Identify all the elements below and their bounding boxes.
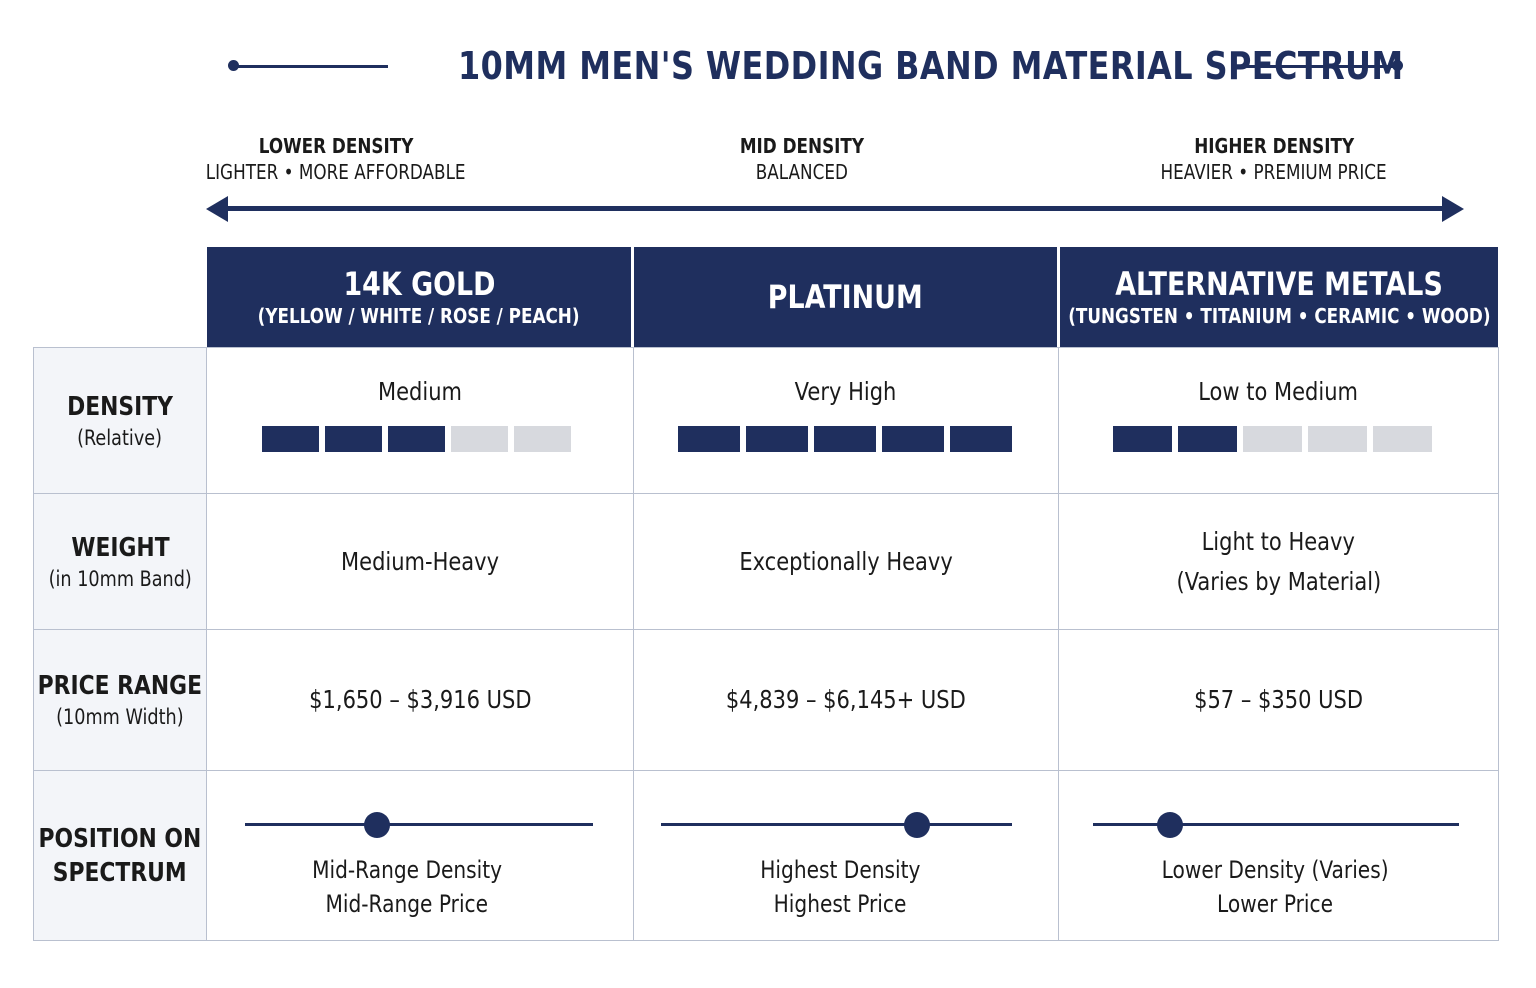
column-alt-name: ALTERNATIVE METALS — [1115, 265, 1443, 303]
density-low-head: LOWER DENSITY — [258, 134, 414, 158]
density-segment — [451, 426, 508, 452]
density-segment — [1373, 426, 1432, 452]
position-cell-gold: Mid-Range Density Mid-Range Price — [206, 770, 634, 941]
position-platinum-line2: Highest Price — [773, 890, 907, 918]
title-right-line — [1238, 65, 1398, 68]
row-header-density: DENSITY (Relative) — [33, 347, 207, 494]
price-cell-alternative: $57 – $350 USD — [1058, 629, 1499, 771]
row-density-sub: (Relative) — [77, 425, 163, 450]
position-gold-knob — [364, 812, 391, 838]
density-platinum-label: Very High — [795, 377, 897, 406]
density-gold-label: Medium — [378, 377, 462, 406]
column-header-gold: 14K GOLD (YELLOW / WHITE / ROSE / PEACH) — [207, 247, 631, 347]
row-price-title: PRICE RANGE — [37, 671, 203, 701]
density-segment — [1113, 426, 1172, 452]
row-header-price: PRICE RANGE (10mm Width) — [33, 629, 207, 771]
density-mid-head: MID DENSITY — [739, 134, 865, 158]
page-title: 10MM MEN'S WEDDING BAND MATERIAL SPECTRU… — [458, 44, 1404, 88]
arrow-right-icon — [1442, 196, 1464, 222]
density-segment — [388, 426, 445, 452]
column-header-alternative: ALTERNATIVE METALS (TUNGSTEN • TITANIUM … — [1060, 247, 1498, 347]
density-segment — [1178, 426, 1237, 452]
price-cell-platinum: $4,839 – $6,145+ USD — [633, 629, 1059, 771]
position-platinum-knob — [904, 812, 931, 838]
density-segment — [882, 426, 944, 452]
weight-alt-line1: Light to Heavy — [1201, 526, 1356, 556]
position-alt-track — [1093, 823, 1459, 826]
title-left-line — [234, 65, 388, 68]
row-header-position: POSITION ON SPECTRUM — [33, 770, 207, 941]
density-alt-label: Low to Medium — [1198, 377, 1359, 406]
position-cell-platinum: Highest Density Highest Price — [633, 770, 1059, 941]
row-weight-sub: (in 10mm Band) — [48, 566, 192, 591]
position-platinum-track — [661, 823, 1012, 826]
column-gold-sub: (YELLOW / WHITE / ROSE / PEACH) — [258, 304, 580, 328]
weight-platinum-text: Exceptionally Heavy — [739, 546, 953, 576]
position-gold-line2: Mid-Range Price — [325, 890, 489, 918]
density-high-head: HIGHER DENSITY — [1194, 134, 1354, 158]
density-low-sub: LIGHTER • MORE AFFORDABLE — [206, 160, 466, 184]
position-cell-alternative: Lower Density (Varies) Lower Price — [1058, 770, 1499, 941]
density-cell-gold: Medium — [206, 347, 634, 494]
position-gold-track — [245, 823, 593, 826]
row-density-title: DENSITY — [67, 391, 173, 422]
price-cell-gold: $1,650 – $3,916 USD — [206, 629, 634, 771]
density-platinum-bar — [678, 426, 1012, 452]
weight-cell-alternative: Light to Heavy (Varies by Material) — [1058, 493, 1499, 630]
column-gold-name: 14K GOLD — [343, 265, 495, 303]
weight-cell-gold: Medium-Heavy — [206, 493, 634, 630]
density-segment — [1243, 426, 1302, 452]
weight-cell-platinum: Exceptionally Heavy — [633, 493, 1059, 630]
density-high-sub: HEAVIER • PREMIUM PRICE — [1160, 160, 1388, 184]
density-segment — [678, 426, 740, 452]
price-alt-text: $57 – $350 USD — [1194, 685, 1363, 714]
row-header-weight: WEIGHT (in 10mm Band) — [33, 493, 207, 630]
density-segment — [746, 426, 808, 452]
position-gold-line1: Mid-Range Density — [311, 856, 503, 884]
density-cell-platinum: Very High — [633, 347, 1059, 494]
density-cell-alternative: Low to Medium — [1058, 347, 1499, 494]
position-platinum-line1: Highest Density — [759, 856, 921, 884]
row-weight-title: WEIGHT — [70, 532, 170, 563]
title-left-dot — [228, 60, 239, 71]
weight-gold-text: Medium-Heavy — [340, 546, 499, 576]
density-segment — [814, 426, 876, 452]
density-mid-sub: BALANCED — [755, 160, 849, 184]
row-position-title: POSITION ON — [38, 823, 202, 854]
density-arrow-line — [222, 206, 1448, 211]
density-scale-high: HIGHER DENSITY HEAVIER • PREMIUM PRICE — [1064, 133, 1484, 185]
price-platinum-text: $4,839 – $6,145+ USD — [726, 685, 966, 714]
density-segment — [514, 426, 571, 452]
position-alt-line1: Lower Density (Varies) — [1161, 856, 1389, 884]
density-segment — [325, 426, 382, 452]
weight-alt-line2: (Varies by Material) — [1176, 566, 1381, 596]
title-row: 10MM MEN'S WEDDING BAND MATERIAL SPECTRU… — [0, 38, 1536, 94]
position-alt-knob — [1156, 812, 1183, 838]
row-position-title2: SPECTRUM — [53, 857, 187, 888]
column-alt-sub: (TUNGSTEN • TITANIUM • CERAMIC • WOOD) — [1067, 304, 1491, 328]
column-header-platinum: PLATINUM — [634, 247, 1057, 347]
density-segment — [262, 426, 319, 452]
position-alt-line2: Lower Price — [1216, 890, 1333, 918]
density-segment — [950, 426, 1012, 452]
title-right-dot — [1392, 60, 1403, 71]
density-alt-bar — [1113, 426, 1432, 452]
price-gold-text: $1,650 – $3,916 USD — [308, 685, 532, 714]
arrow-left-icon — [206, 196, 228, 222]
column-platinum-name: PLATINUM — [768, 278, 923, 316]
density-scale-low: LOWER DENSITY LIGHTER • MORE AFFORDABLE — [126, 133, 546, 185]
density-scale-mid: MID DENSITY BALANCED — [592, 133, 1012, 185]
density-segment — [1308, 426, 1367, 452]
row-price-sub: (10mm Width) — [56, 705, 184, 729]
density-gold-bar — [262, 426, 571, 452]
